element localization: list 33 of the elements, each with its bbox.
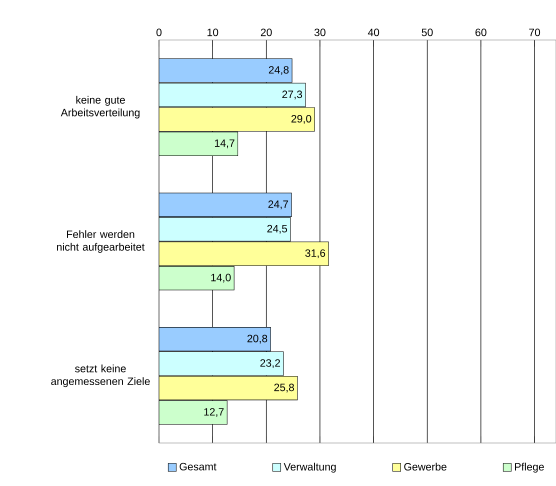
bar [159, 376, 298, 400]
x-tick-label: 10 [208, 28, 218, 36]
data-label: 31,6 [305, 249, 326, 258]
y-tick-label: keine gute Arbeitsverteilung [60, 96, 140, 118]
data-label: 29,0 [291, 114, 312, 124]
data-label: 25,8 [274, 384, 294, 392]
x-tick-label: 60 [476, 28, 486, 36]
y-tick-label: setzt keine angemessenen Ziele [51, 364, 150, 388]
x-tick-label: 0 [156, 28, 162, 36]
bar [159, 107, 315, 132]
legend-label: Verwaltung [284, 462, 336, 473]
bar [159, 217, 291, 242]
legend-label: Gesamt [180, 462, 216, 470]
y-tick-label: Fehler werden nicht aufgearbeitet [57, 230, 145, 253]
data-label: 24,8 [268, 66, 289, 75]
data-label: 20,8 [247, 334, 268, 344]
legend-label: Pflege [515, 462, 544, 473]
data-label: 14,7 [214, 139, 234, 148]
data-label: 24,5 [267, 224, 288, 234]
bar [159, 82, 306, 108]
x-tick-label: 40 [368, 28, 380, 36]
x-tick-label: 70 [529, 28, 540, 36]
data-label: 27,3 [282, 90, 302, 100]
data-label: 14,0 [211, 274, 231, 283]
x-tick-label: 30 [314, 28, 326, 36]
data-label: 24,7 [268, 200, 288, 210]
legend-label: Gewerbe [404, 462, 446, 471]
data-label: 12,7 [204, 408, 224, 417]
bar [159, 351, 284, 376]
x-tick-label: 20 [260, 28, 272, 36]
x-tick-label: 50 [422, 28, 433, 36]
bar [159, 242, 329, 266]
data-label: 23,2 [260, 359, 280, 368]
